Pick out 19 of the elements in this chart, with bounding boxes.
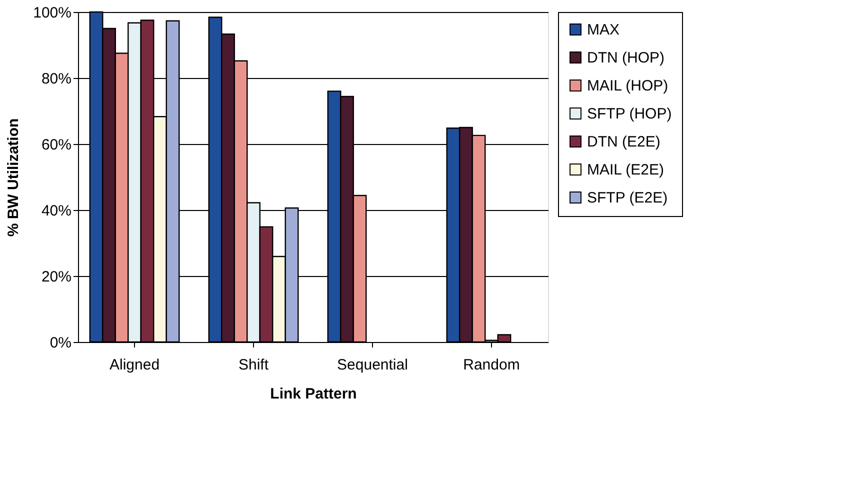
legend-label: DTN (HOP)	[587, 50, 664, 66]
y-tick-label: 100%	[33, 4, 72, 22]
x-tick-label: Shift	[238, 356, 270, 374]
y-tick-label: 40%	[41, 202, 72, 220]
legend-label: MAX	[587, 22, 620, 38]
y-axis-title: % BW Utilization	[5, 118, 22, 237]
x-tick-label: Sequential	[337, 356, 408, 374]
y-tick-label: 60%	[41, 136, 72, 154]
legend-label: DTN (E2E)	[587, 134, 660, 150]
y-tick-label: 80%	[41, 70, 72, 88]
x-axis-title: Link Pattern	[270, 386, 357, 402]
legend-label: MAIL (HOP)	[587, 78, 668, 94]
y-tick-label: 20%	[41, 268, 72, 286]
legend-label: SFTP (HOP)	[587, 106, 672, 122]
y-tick-label: 0%	[50, 334, 72, 352]
x-tick-label: Aligned	[109, 356, 160, 374]
legend-label: SFTP (E2E)	[587, 190, 668, 206]
legend-label: MAIL (E2E)	[587, 162, 664, 178]
x-tick-label: Random	[463, 356, 520, 374]
